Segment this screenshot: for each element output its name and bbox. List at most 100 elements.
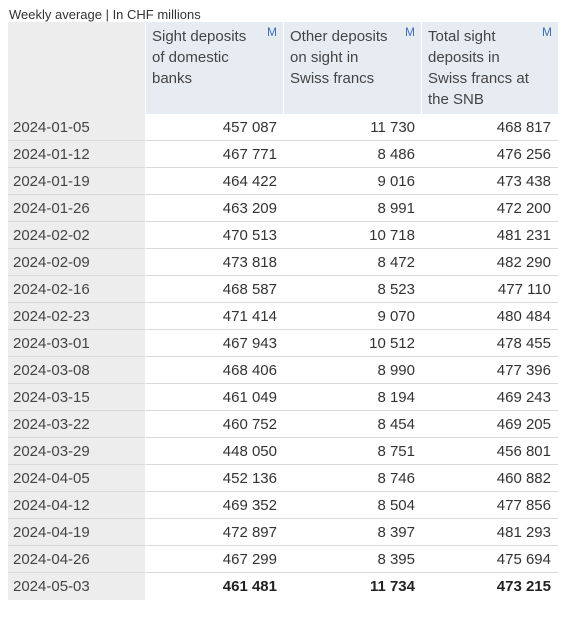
table-row: 2024-04-19 472 897 8 397 481 293: [8, 519, 558, 546]
other-deposits-cell: 8 395: [284, 546, 422, 573]
row-date-cell: 2024-03-01: [8, 330, 146, 357]
table-row: 2024-03-08 468 406 8 990 477 396: [8, 357, 558, 384]
domestic-banks-cell: 464 422: [146, 168, 284, 195]
total-sight-deposits-cell: 481 231: [422, 222, 558, 249]
row-date-cell: 2024-04-05: [8, 465, 146, 492]
row-date-cell: 2024-03-22: [8, 411, 146, 438]
domestic-banks-cell: 448 050: [146, 438, 284, 465]
sight-deposits-table: Sight deposits of domestic banks M Other…: [8, 22, 558, 600]
column-header-label: Other deposits on sight in Swiss francs: [290, 28, 388, 87]
table-row: 2024-03-15 461 049 8 194 469 243: [8, 384, 558, 411]
metadata-badge[interactable]: M: [542, 25, 552, 39]
table-body: 2024-01-05 457 087 11 730 468 817 2024-01-12…: [8, 114, 558, 600]
column-header-other-deposits: Other deposits on sight in Swiss francs …: [284, 22, 422, 114]
domestic-banks-cell: 473 818: [146, 249, 284, 276]
other-deposits-cell: 8 486: [284, 141, 422, 168]
total-sight-deposits-cell: 476 256: [422, 141, 558, 168]
table-row: 2024-01-19 464 422 9 016 473 438: [8, 168, 558, 195]
other-deposits-cell: 8 472: [284, 249, 422, 276]
total-sight-deposits-cell: 468 817: [422, 114, 558, 141]
other-deposits-cell: 9 070: [284, 303, 422, 330]
table-row: 2024-02-16 468 587 8 523 477 110: [8, 276, 558, 303]
other-deposits-cell: 9 016: [284, 168, 422, 195]
total-sight-deposits-cell: 456 801: [422, 438, 558, 465]
other-deposits-cell: 8 523: [284, 276, 422, 303]
column-header-total-sight-deposits: Total sight deposits in Swiss francs at …: [422, 22, 558, 114]
row-date-cell: 2024-01-26: [8, 195, 146, 222]
domestic-banks-cell: 469 352: [146, 492, 284, 519]
total-sight-deposits-cell: 472 200: [422, 195, 558, 222]
other-deposits-cell: 11 730: [284, 114, 422, 141]
row-date-cell: 2024-02-23: [8, 303, 146, 330]
table-row: 2024-05-03 461 481 11 734 473 215: [8, 573, 558, 600]
total-sight-deposits-cell: 473 215: [422, 573, 558, 600]
column-header-label: Sight deposits of domestic banks: [152, 28, 247, 87]
total-sight-deposits-cell: 477 110: [422, 276, 558, 303]
domestic-banks-cell: 461 049: [146, 384, 284, 411]
column-header-label: Total sight deposits in Swiss francs at …: [428, 28, 529, 108]
total-sight-deposits-cell: 480 484: [422, 303, 558, 330]
total-sight-deposits-cell: 473 438: [422, 168, 558, 195]
row-date-cell: 2024-01-12: [8, 141, 146, 168]
header-corner-cell: [8, 22, 146, 114]
metadata-badge[interactable]: M: [267, 25, 277, 39]
table-row: 2024-02-09 473 818 8 472 482 290: [8, 249, 558, 276]
row-date-cell: 2024-03-08: [8, 357, 146, 384]
row-date-cell: 2024-03-15: [8, 384, 146, 411]
row-date-cell: 2024-04-12: [8, 492, 146, 519]
column-header-domestic-banks: Sight deposits of domestic banks M: [146, 22, 284, 114]
domestic-banks-cell: 471 414: [146, 303, 284, 330]
domestic-banks-cell: 452 136: [146, 465, 284, 492]
table-header: Sight deposits of domestic banks M Other…: [8, 22, 558, 114]
metadata-badge[interactable]: M: [405, 25, 415, 39]
row-date-cell: 2024-02-02: [8, 222, 146, 249]
table-row: 2024-03-01 467 943 10 512 478 455: [8, 330, 558, 357]
other-deposits-cell: 8 991: [284, 195, 422, 222]
row-date-cell: 2024-02-09: [8, 249, 146, 276]
row-date-cell: 2024-01-05: [8, 114, 146, 141]
domestic-banks-cell: 463 209: [146, 195, 284, 222]
total-sight-deposits-cell: 477 856: [422, 492, 558, 519]
domestic-banks-cell: 467 299: [146, 546, 284, 573]
other-deposits-cell: 8 746: [284, 465, 422, 492]
total-sight-deposits-cell: 482 290: [422, 249, 558, 276]
other-deposits-cell: 8 454: [284, 411, 422, 438]
domestic-banks-cell: 468 406: [146, 357, 284, 384]
row-date-cell: 2024-02-16: [8, 276, 146, 303]
other-deposits-cell: 10 512: [284, 330, 422, 357]
other-deposits-cell: 10 718: [284, 222, 422, 249]
table-row: 2024-04-05 452 136 8 746 460 882: [8, 465, 558, 492]
total-sight-deposits-cell: 477 396: [422, 357, 558, 384]
table-row: 2024-03-29 448 050 8 751 456 801: [8, 438, 558, 465]
row-date-cell: 2024-01-19: [8, 168, 146, 195]
domestic-banks-cell: 460 752: [146, 411, 284, 438]
other-deposits-cell: 8 504: [284, 492, 422, 519]
domestic-banks-cell: 457 087: [146, 114, 284, 141]
total-sight-deposits-cell: 478 455: [422, 330, 558, 357]
total-sight-deposits-cell: 481 293: [422, 519, 558, 546]
total-sight-deposits-cell: 469 243: [422, 384, 558, 411]
other-deposits-cell: 8 397: [284, 519, 422, 546]
row-date-cell: 2024-04-26: [8, 546, 146, 573]
domestic-banks-cell: 467 771: [146, 141, 284, 168]
domestic-banks-cell: 467 943: [146, 330, 284, 357]
table-row: 2024-01-26 463 209 8 991 472 200: [8, 195, 558, 222]
table-row: 2024-02-23 471 414 9 070 480 484: [8, 303, 558, 330]
row-date-cell: 2024-03-29: [8, 438, 146, 465]
table-row: 2024-04-12 469 352 8 504 477 856: [8, 492, 558, 519]
other-deposits-cell: 8 751: [284, 438, 422, 465]
header-row: Sight deposits of domestic banks M Other…: [8, 22, 558, 114]
total-sight-deposits-cell: 469 205: [422, 411, 558, 438]
table-row: 2024-02-02 470 513 10 718 481 231: [8, 222, 558, 249]
row-date-cell: 2024-04-19: [8, 519, 146, 546]
domestic-banks-cell: 461 481: [146, 573, 284, 600]
table-row: 2024-03-22 460 752 8 454 469 205: [8, 411, 558, 438]
table-caption: Weekly average | In CHF millions: [9, 7, 201, 22]
domestic-banks-cell: 470 513: [146, 222, 284, 249]
other-deposits-cell: 8 990: [284, 357, 422, 384]
other-deposits-cell: 11 734: [284, 573, 422, 600]
row-date-cell: 2024-05-03: [8, 573, 146, 600]
total-sight-deposits-cell: 460 882: [422, 465, 558, 492]
table-row: 2024-04-26 467 299 8 395 475 694: [8, 546, 558, 573]
domestic-banks-cell: 472 897: [146, 519, 284, 546]
